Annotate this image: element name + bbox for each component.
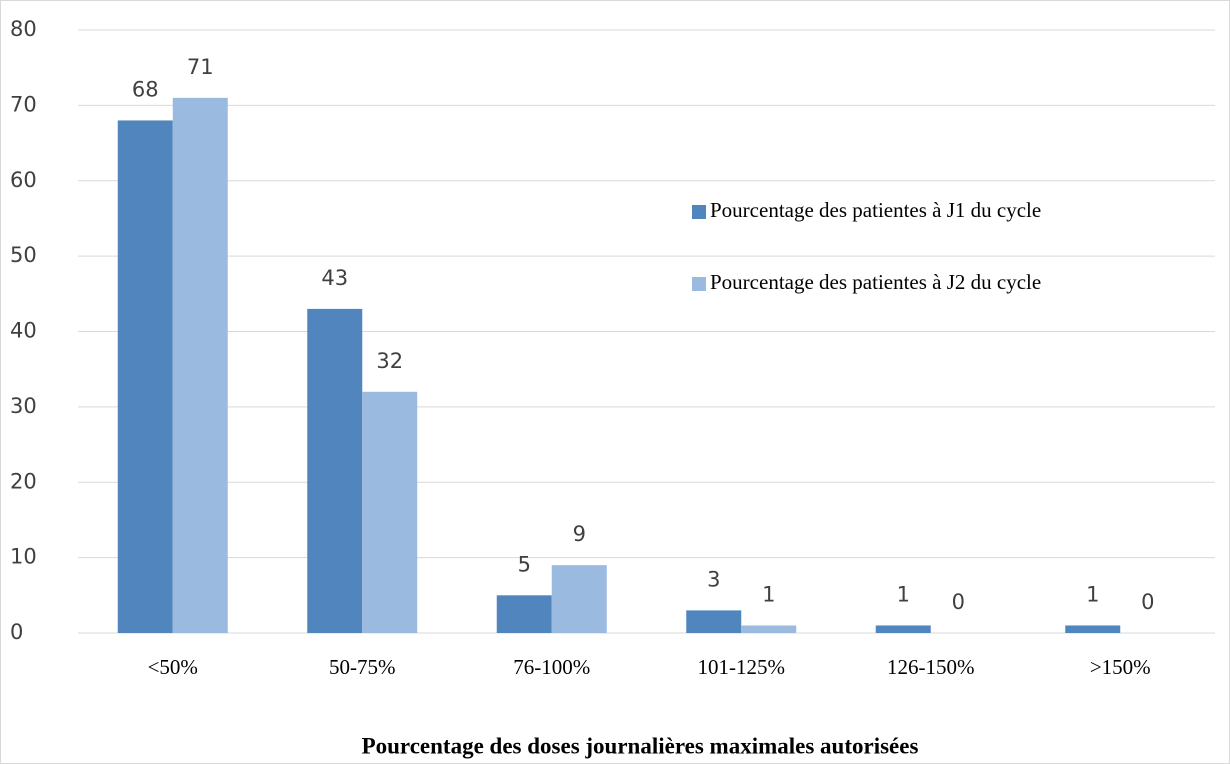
x-tick-label: 50-75% — [329, 655, 396, 679]
bar — [686, 610, 742, 633]
data-label: 43 — [321, 266, 348, 290]
y-tick-label: 10 — [10, 545, 37, 569]
x-tick-label: 126-150% — [887, 655, 975, 679]
y-tick-label: 50 — [10, 243, 37, 267]
legend-swatch — [692, 277, 706, 291]
bar — [307, 308, 363, 633]
x-tick-label: 101-125% — [698, 655, 786, 679]
bar — [496, 595, 552, 633]
data-label: 9 — [573, 522, 586, 546]
bar — [117, 120, 173, 633]
data-label: 1 — [762, 582, 775, 606]
data-label: 1 — [1086, 582, 1099, 606]
data-label: 71 — [187, 55, 214, 79]
y-tick-label: 70 — [10, 92, 37, 116]
y-tick-label: 40 — [10, 319, 37, 343]
legend-swatch — [692, 205, 706, 219]
y-tick-label: 60 — [10, 168, 37, 192]
y-tick-label: 20 — [10, 469, 37, 493]
bar — [362, 391, 418, 633]
data-label: 68 — [132, 77, 159, 101]
x-tick-label: <50% — [148, 655, 198, 679]
bar — [172, 97, 228, 633]
bar — [875, 625, 931, 633]
data-label: 0 — [952, 590, 965, 614]
data-label: 3 — [707, 567, 720, 591]
data-label: 1 — [897, 582, 910, 606]
bar — [741, 625, 797, 633]
bar — [1065, 625, 1121, 633]
x-tick-label: >150% — [1090, 655, 1151, 679]
x-axis-title: Pourcentage des doses journalières maxim… — [362, 733, 919, 758]
bar — [551, 565, 607, 633]
data-label: 5 — [518, 552, 531, 576]
x-tick-label: 76-100% — [513, 655, 590, 679]
legend-label: Pourcentage des patientes à J2 du cycle — [710, 270, 1041, 294]
y-tick-label: 30 — [10, 394, 37, 418]
data-label: 0 — [1141, 590, 1154, 614]
y-tick-label: 0 — [10, 620, 23, 644]
y-tick-label: 80 — [10, 17, 37, 41]
legend-label: Pourcentage des patientes à J1 du cycle — [710, 198, 1041, 222]
data-label: 32 — [376, 349, 403, 373]
